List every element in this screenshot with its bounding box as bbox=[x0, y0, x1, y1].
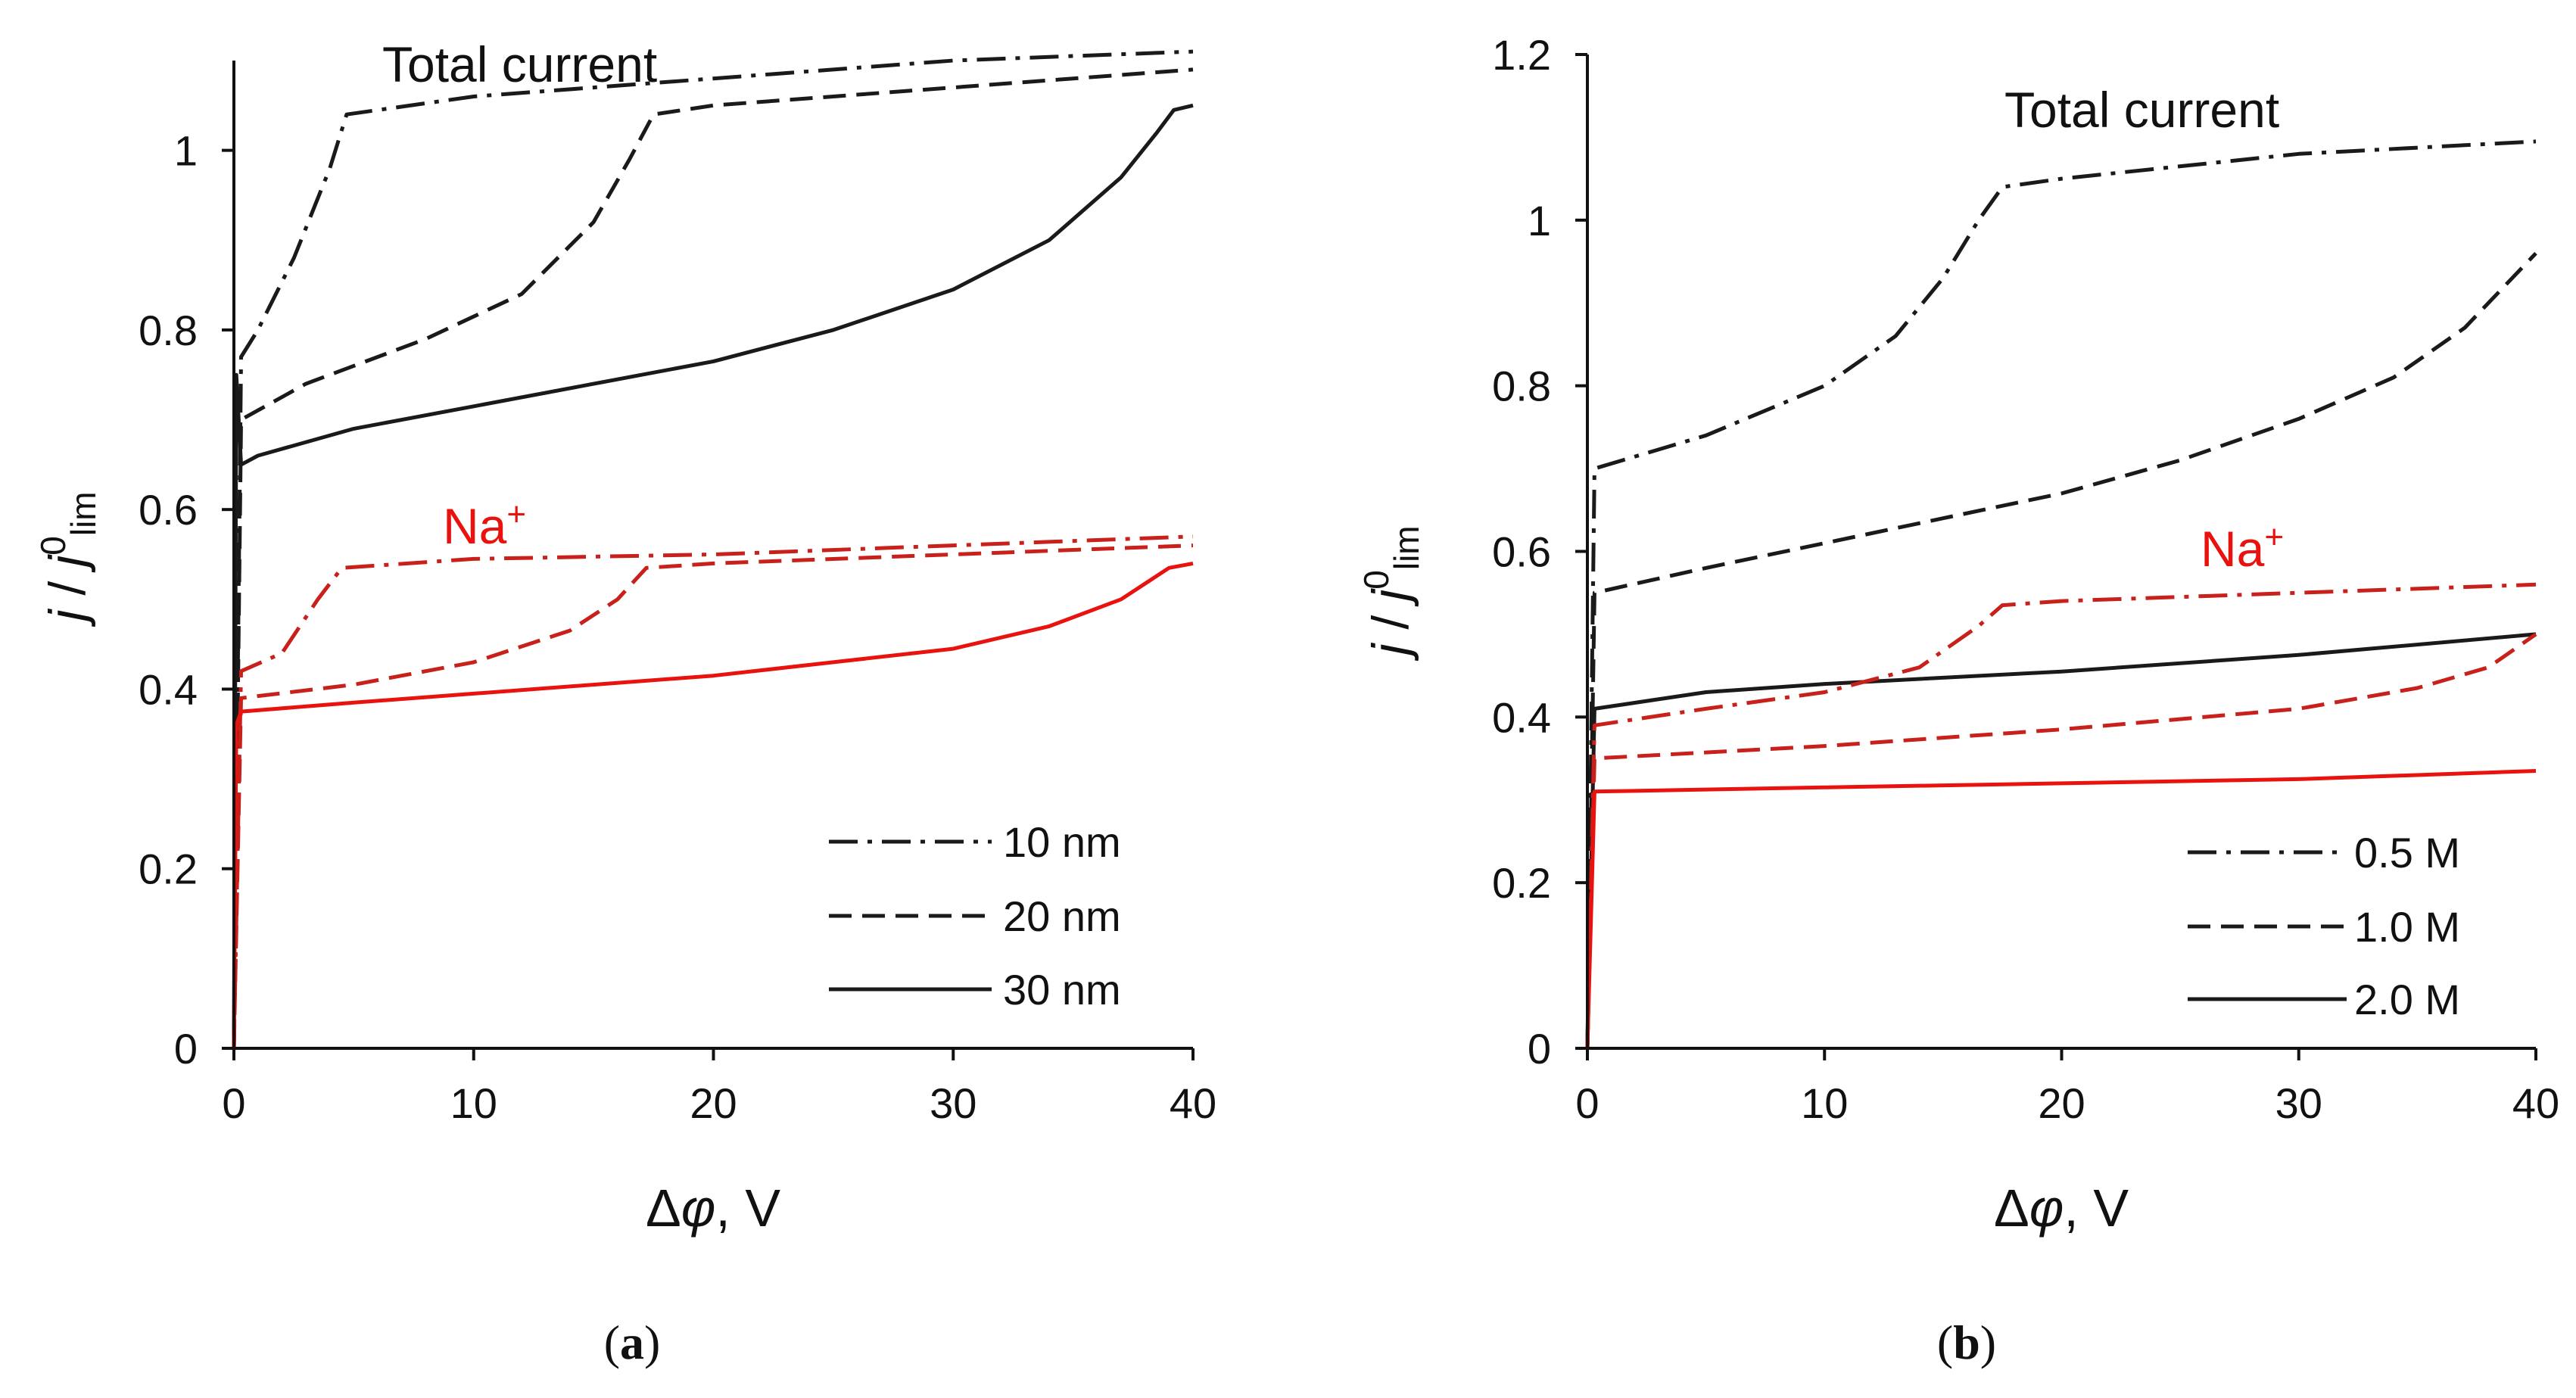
annotation-total-current: Total current bbox=[382, 36, 657, 92]
annotation-na-base: Na bbox=[2201, 521, 2265, 577]
annotation-na-base: Na bbox=[443, 498, 507, 554]
annotation-na: Na+ bbox=[2201, 518, 2284, 577]
y-tick-label: 1 bbox=[1528, 197, 1551, 244]
series-total-20nm bbox=[232, 67, 1194, 1049]
y-label-sup: 0 bbox=[33, 536, 73, 556]
legend-label-20m: 2.0 M bbox=[2354, 976, 2460, 1023]
y-tick-label: 1 bbox=[174, 127, 198, 175]
x-tick-labels: 0 10 20 30 40 bbox=[1575, 1048, 2559, 1127]
x-tick-label: 30 bbox=[2275, 1079, 2322, 1127]
series-na-10m bbox=[1585, 632, 2537, 1049]
panel-label-b: (b) bbox=[1937, 1315, 1996, 1369]
annotation-na-sup: + bbox=[2264, 518, 2284, 556]
legend-label-05m: 0.5 M bbox=[2354, 829, 2460, 876]
legend-label-10nm: 10 nm bbox=[1003, 818, 1121, 866]
plot-area-b bbox=[1585, 139, 2537, 1049]
y-tick-label: 0 bbox=[174, 1025, 198, 1073]
panel-letter-a: a bbox=[620, 1315, 644, 1369]
y-tick-label: 0 bbox=[1528, 1025, 1551, 1073]
y-tick-label: 0.8 bbox=[1492, 363, 1551, 410]
y-label-sub: lim bbox=[1387, 525, 1426, 570]
series-na-05m bbox=[1585, 582, 2537, 1049]
series-total-10m bbox=[1585, 251, 2537, 1049]
chart-panel-a: 0 0.2 0.4 0.6 0.8 1 0 10 20 30 40 Total current N… bbox=[33, 36, 1216, 1369]
y-tick-label: 0.8 bbox=[139, 307, 198, 354]
y-label-sup: 0 bbox=[1357, 570, 1396, 590]
legend-label-30nm: 30 nm bbox=[1003, 966, 1121, 1013]
x-tick-label: 10 bbox=[1801, 1079, 1848, 1127]
x-axis-label: Δφ, V bbox=[646, 1178, 780, 1238]
y-tick-label: 0.6 bbox=[1492, 528, 1551, 576]
y-tick-label: 0.2 bbox=[139, 845, 198, 893]
plot-area-a bbox=[232, 49, 1194, 1049]
x-label-unit: , V bbox=[2064, 1178, 2129, 1238]
y-label-slash: / bbox=[1362, 601, 1419, 644]
legend-label-10m: 1.0 M bbox=[2354, 903, 2460, 951]
panel-label-a: (a) bbox=[604, 1315, 661, 1369]
legend: 10 nm 20 nm 30 nm bbox=[829, 818, 1121, 1013]
x-tick-label: 0 bbox=[222, 1079, 245, 1127]
y-tick-label: 1.2 bbox=[1492, 31, 1551, 79]
x-tick-label: 40 bbox=[2512, 1079, 2559, 1127]
x-tick-labels: 0 10 20 30 40 bbox=[222, 1048, 1216, 1127]
annotation-total-current: Total current bbox=[2004, 82, 2279, 138]
annotation-na-sup: + bbox=[506, 496, 526, 533]
y-label-slash: / bbox=[39, 567, 96, 610]
y-tick-labels: 0 0.2 0.4 0.6 0.8 1 1.2 bbox=[1492, 31, 1587, 1073]
panel-letter-b: b bbox=[1953, 1315, 1980, 1369]
x-label-phi: φ bbox=[2029, 1178, 2064, 1238]
series-total-10nm bbox=[232, 49, 1194, 1049]
y-tick-labels: 0 0.2 0.4 0.6 0.8 1 bbox=[139, 127, 234, 1073]
x-label-phi: φ bbox=[681, 1178, 716, 1238]
y-label-sub: lim bbox=[64, 491, 103, 536]
x-label-delta: Δ bbox=[646, 1178, 681, 1238]
series-total-05m bbox=[1585, 139, 2537, 1049]
x-axis-label: Δφ, V bbox=[1994, 1178, 2129, 1238]
x-label-unit: , V bbox=[715, 1178, 780, 1238]
series-na-20m bbox=[1585, 769, 2537, 1049]
x-tick-label: 10 bbox=[450, 1079, 497, 1127]
series-na-20nm bbox=[232, 543, 1194, 1049]
x-tick-label: 40 bbox=[1170, 1079, 1216, 1127]
y-tick-label: 0.6 bbox=[139, 486, 198, 534]
series-total-30nm bbox=[232, 103, 1194, 1049]
y-tick-label: 0.2 bbox=[1492, 859, 1551, 907]
x-tick-label: 0 bbox=[1575, 1079, 1599, 1127]
x-tick-label: 20 bbox=[690, 1079, 737, 1127]
series-na-30nm bbox=[232, 561, 1194, 1049]
legend-label-20nm: 20 nm bbox=[1003, 892, 1121, 940]
chart-panel-b: 0 0.2 0.4 0.6 0.8 1 1.2 0 10 20 30 40 Total curren… bbox=[1357, 31, 2559, 1369]
x-label-delta: Δ bbox=[1994, 1178, 2029, 1238]
x-tick-label: 20 bbox=[2038, 1079, 2085, 1127]
legend: 0.5 M 1.0 M 2.0 M bbox=[2188, 829, 2460, 1023]
series-total-20m bbox=[1585, 632, 2537, 1049]
y-tick-label: 0.4 bbox=[139, 665, 198, 713]
series-na-10nm bbox=[232, 534, 1194, 1049]
annotation-na: Na+ bbox=[443, 496, 526, 554]
y-tick-label: 0.4 bbox=[1492, 693, 1551, 741]
x-tick-label: 30 bbox=[930, 1079, 977, 1127]
